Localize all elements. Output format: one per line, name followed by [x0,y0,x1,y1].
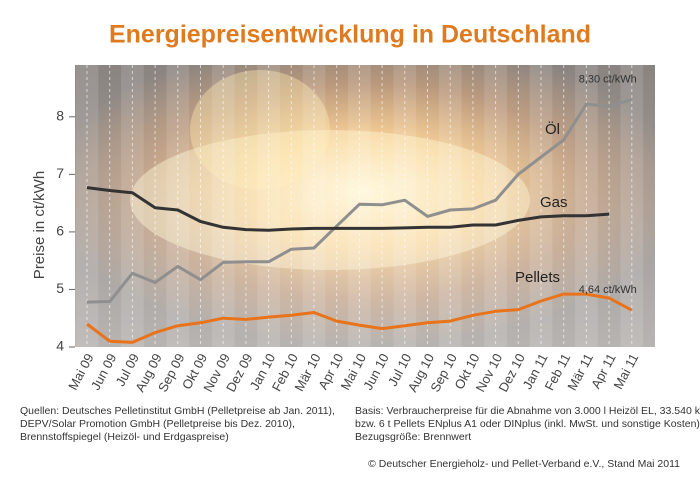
footer: Quellen: Deutsches Pelletinstitut GmbH (… [20,405,700,470]
series-label: Öl [545,120,560,138]
stripe [575,65,598,347]
line-0 [86,98,633,304]
line-2 [86,292,633,344]
stripe [211,65,235,347]
stripes [75,65,644,347]
footer-basis: Basis: Verbraucherpreise für die Abnahme… [355,405,700,417]
y-tick-label: 8 [56,107,64,123]
value-label: 8,30 ct/kWh [579,73,637,85]
overlay [75,65,655,347]
series-label: Gas [540,194,568,211]
stripe [302,65,326,347]
stripe [393,65,417,347]
footer-sources: Quellen: Deutsches Pelletinstitut GmbH (… [20,405,335,417]
series-label: Pellets [515,269,560,286]
stripe [529,65,553,347]
y-tick-label: 4 [56,338,64,354]
footer-sources: DEPV/Solar Promotion GmbH (Pelletpreise … [20,418,295,430]
stripe [484,65,507,347]
stripe [438,65,462,347]
y-tick-label: 7 [56,165,64,181]
footer-copyright: © Deutscher Energieholz- und Pellet-Verb… [368,458,680,470]
stripe [257,65,280,347]
stripe [620,65,644,347]
chart-title: Energiepreisentwicklung in Deutschland [109,21,591,49]
value-label: 4,64 ct/kWh [579,284,637,296]
stripe [166,65,190,347]
y-tick-label: 6 [56,223,64,239]
footer-basis: Bezugsgröße: Brennwert [355,431,471,443]
footer-sources: Brennstoffspiegel (Heizöl- und Erdgaspre… [20,431,229,443]
stripe [75,65,99,347]
line-1 [86,186,610,232]
y-axis-label: Preise in ct/kWh [31,171,48,279]
y-tick-label: 5 [56,280,64,296]
footer-basis: bzw. 6 t Pellets ENplus A1 oder DINplus … [355,418,700,430]
